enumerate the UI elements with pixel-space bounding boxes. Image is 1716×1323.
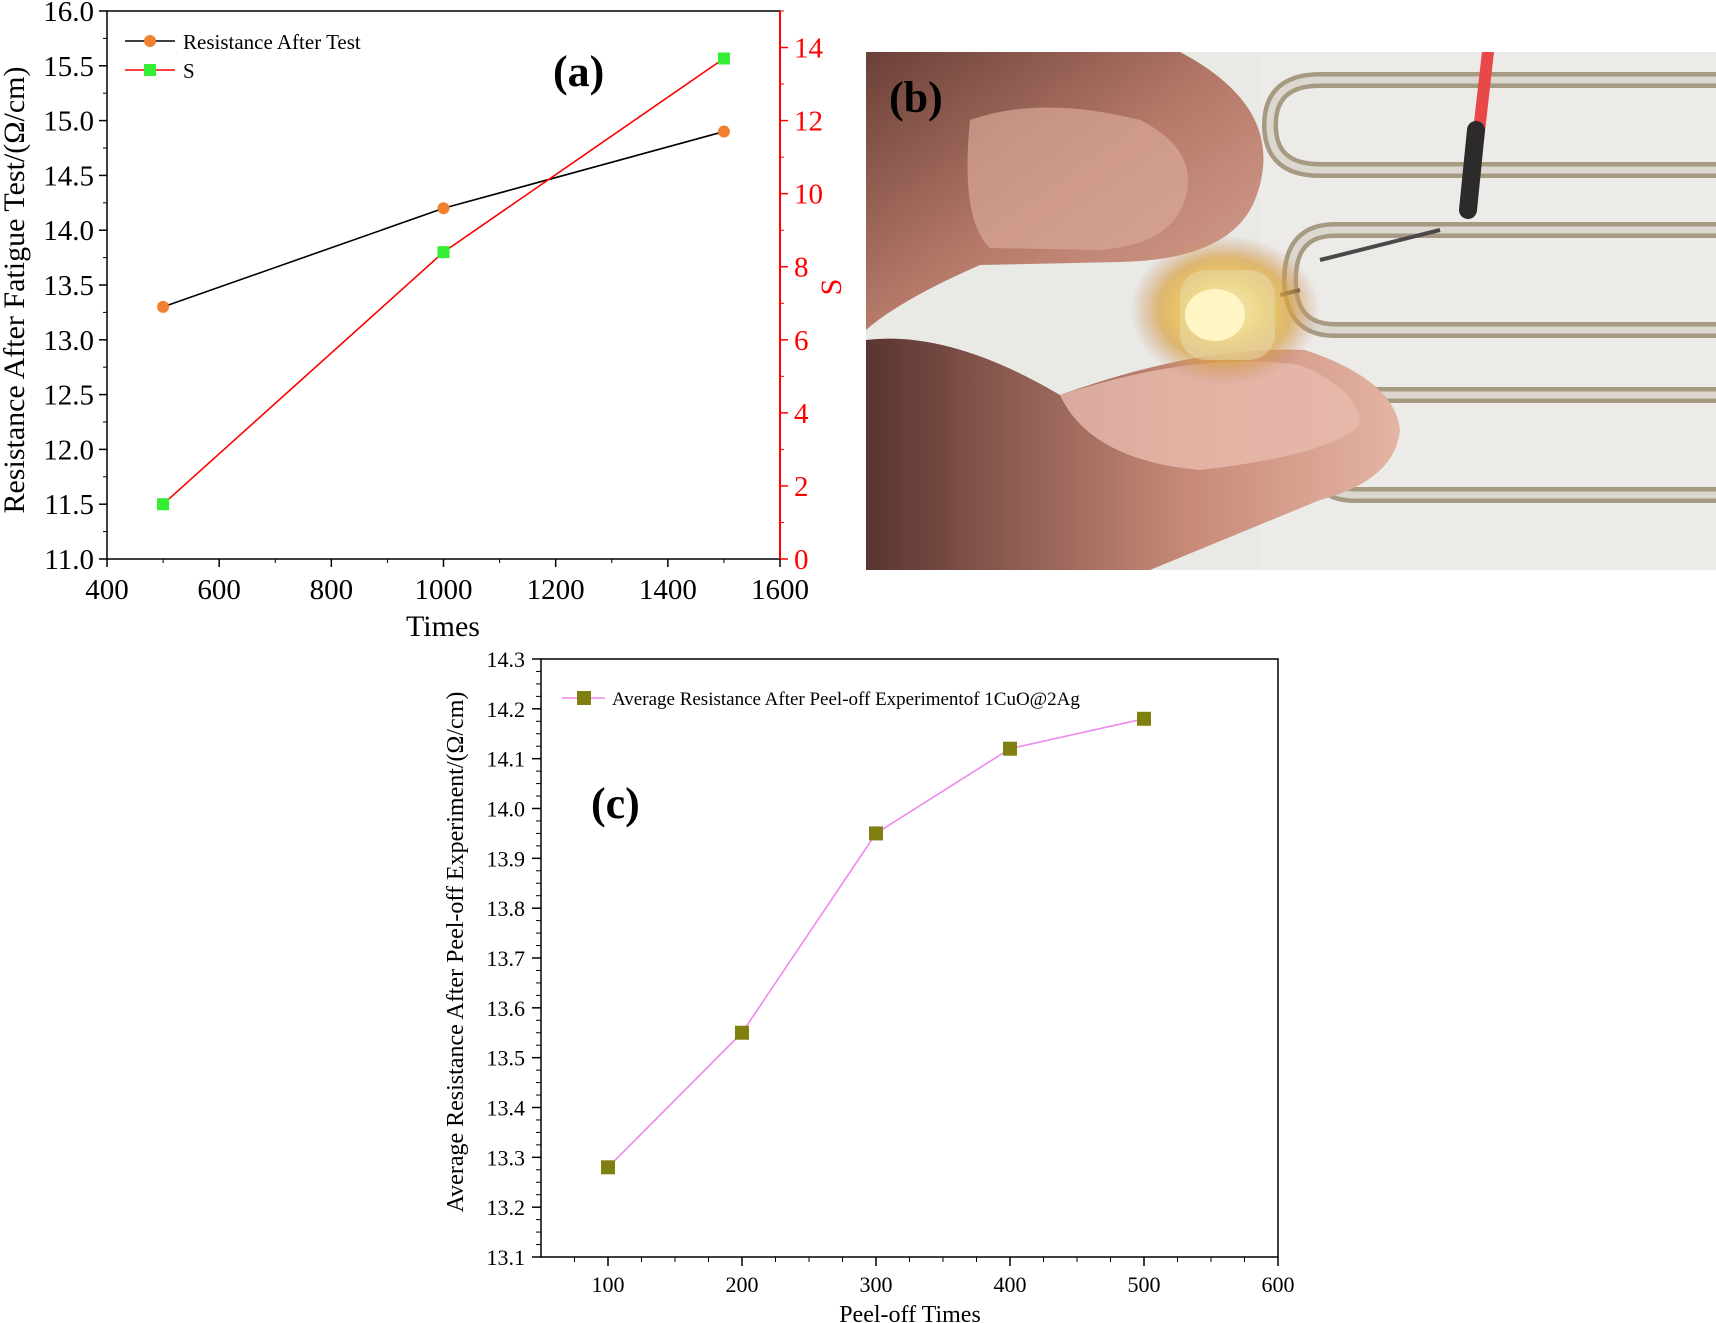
chart-c-y-tick-label: 13.2	[487, 1195, 526, 1220]
peel-off-chart: 100 200 300 400 500 600 13.1 13.2 13.3 13.4 13.5 13…	[443, 647, 1295, 1323]
chart-c-y-tick-label: 13.6	[487, 996, 526, 1021]
chart-a-point-s	[437, 246, 450, 259]
chart-a-y2-tick-label: 10	[794, 179, 823, 211]
panel-b-label: (b)	[889, 73, 943, 122]
chart-a-y2-tick-label: 0	[794, 544, 809, 576]
chart-c-y-tick-label: 14.2	[487, 697, 526, 722]
chart-c-ylabel: Average Resistance After Peel-off Experi…	[443, 692, 469, 1213]
legend-s-marker	[144, 64, 156, 76]
chart-a-y2-tick-label: 2	[794, 471, 809, 503]
chart-c-x-tick-label: 500	[1128, 1272, 1161, 1297]
chart-c-y-tick-label: 13.3	[487, 1145, 526, 1170]
chart-a-series-line-s	[162, 57, 725, 505]
chart-a-x-tick-label: 1400	[639, 574, 697, 606]
chart-a-x-tick-label: 1000	[415, 574, 473, 606]
chart-c-y-tick-label: 14.3	[487, 647, 526, 672]
chart-a-x-tick-label: 400	[85, 574, 129, 606]
chart-c-point	[1003, 741, 1017, 756]
chart-c-point	[735, 1025, 749, 1040]
chart-c-x-tick-label: 400	[994, 1272, 1027, 1297]
chart-c-point	[869, 826, 883, 841]
chart-a-y-tick-label: 13.0	[43, 325, 94, 357]
chart-c-y-tick-label: 13.9	[487, 846, 526, 871]
chart-c-series	[601, 711, 1151, 1175]
chart-c-tick-labels: 100 200 300 400 500 600 13.1 13.2 13.3 13.4 13.5 13…	[487, 647, 1295, 1297]
chart-a-y-tick-label: 11.0	[44, 544, 94, 576]
led-photo-icon	[866, 52, 1716, 570]
chart-a-point-resistance	[157, 300, 170, 313]
chart-a-y2-tick-label: 8	[794, 252, 809, 284]
chart-a-series	[157, 52, 730, 511]
chart-a-y-tick-label: 11.5	[44, 489, 94, 521]
chart-c-series-line	[607, 718, 1145, 1168]
chart-a-y2-tick-label: 14	[794, 33, 824, 65]
chart-a-point-s	[717, 52, 730, 65]
chart-a-y-tick-label: 13.5	[43, 270, 94, 302]
chart-c-legend: Average Resistance After Peel-off Experi…	[562, 689, 1080, 710]
chart-a-x-tick-label: 1600	[751, 574, 809, 606]
chart-a-xlabel: Times	[406, 610, 480, 643]
chart-c-y-tick-label: 14.0	[487, 797, 526, 822]
chart-a-legend: Resistance After Test S	[125, 30, 361, 83]
chart-c-xlabel: Peel-off Times	[839, 1302, 981, 1323]
chart-a-ticks	[99, 10, 788, 567]
chart-c-y-tick-label: 13.8	[487, 896, 526, 921]
chart-a-tick-labels: 400 600 800 1000 1200 1400 1600 11.0 11.5 12.0 12.…	[43, 0, 823, 606]
panel-c-label: (c)	[591, 779, 640, 828]
chart-a-y-tick-label: 15.0	[43, 106, 94, 138]
chart-c-x-tick-label: 300	[860, 1272, 893, 1297]
chart-a-y2-tick-label: 4	[794, 398, 809, 430]
chart-a-point-resistance	[717, 125, 730, 138]
chart-a-y-tick-label: 12.0	[43, 434, 94, 466]
chart-c-frame	[540, 658, 1279, 1258]
panel-a-label: (a)	[553, 47, 604, 96]
chart-c-y-tick-label: 13.5	[487, 1046, 526, 1071]
chart-a-y-tick-label: 14.5	[43, 160, 94, 192]
chart-a-series-line-resistance	[162, 130, 725, 308]
chart-a-point-s	[157, 498, 170, 511]
chart-a-point-resistance	[437, 202, 450, 215]
chart-c-x-tick-label: 200	[726, 1272, 759, 1297]
chart-a-x-tick-label: 600	[197, 574, 241, 606]
chart-a-y-tick-label: 15.5	[43, 51, 94, 83]
chart-c-point	[1137, 711, 1151, 726]
fatigue-test-chart: 400 600 800 1000 1200 1400 1600 11.0 11.5 12.0 12.…	[0, 0, 848, 643]
legend-resistance-marker	[144, 35, 156, 47]
chart-a-y-tick-label: 12.5	[43, 380, 94, 412]
chart-c-y-tick-label: 14.1	[487, 747, 526, 772]
chart-c-y-tick-label: 13.1	[487, 1245, 526, 1270]
chart-c-x-tick-label: 100	[592, 1272, 625, 1297]
chart-a-frame	[106, 10, 781, 560]
chart-c-x-tick-label: 600	[1262, 1272, 1295, 1297]
chart-a-y2-tick-label: 12	[794, 106, 823, 138]
chart-a-y2label: S	[815, 279, 848, 296]
chart-c-y-tick-label: 13.4	[487, 1096, 526, 1121]
chart-a-y2-tick-label: 6	[794, 325, 809, 357]
chart-c-point	[601, 1160, 615, 1175]
chart-c-y-tick-label: 13.7	[487, 946, 526, 971]
legend-peel-marker	[577, 691, 591, 705]
legend-peel-label: Average Resistance After Peel-off Experi…	[612, 689, 1080, 710]
legend-s-label: S	[183, 59, 195, 83]
chart-a-y-tick-label: 14.0	[43, 215, 94, 247]
chart-a-ylabel: Resistance After Fatigue Test/(Ω/cm)	[0, 66, 31, 513]
chart-a-x-tick-label: 800	[310, 574, 354, 606]
chart-c-ticks	[532, 658, 1279, 1266]
chart-a-y-tick-label: 16.0	[43, 0, 94, 28]
legend-resistance-label: Resistance After Test	[183, 30, 361, 54]
chart-a-x-tick-label: 1200	[527, 574, 585, 606]
